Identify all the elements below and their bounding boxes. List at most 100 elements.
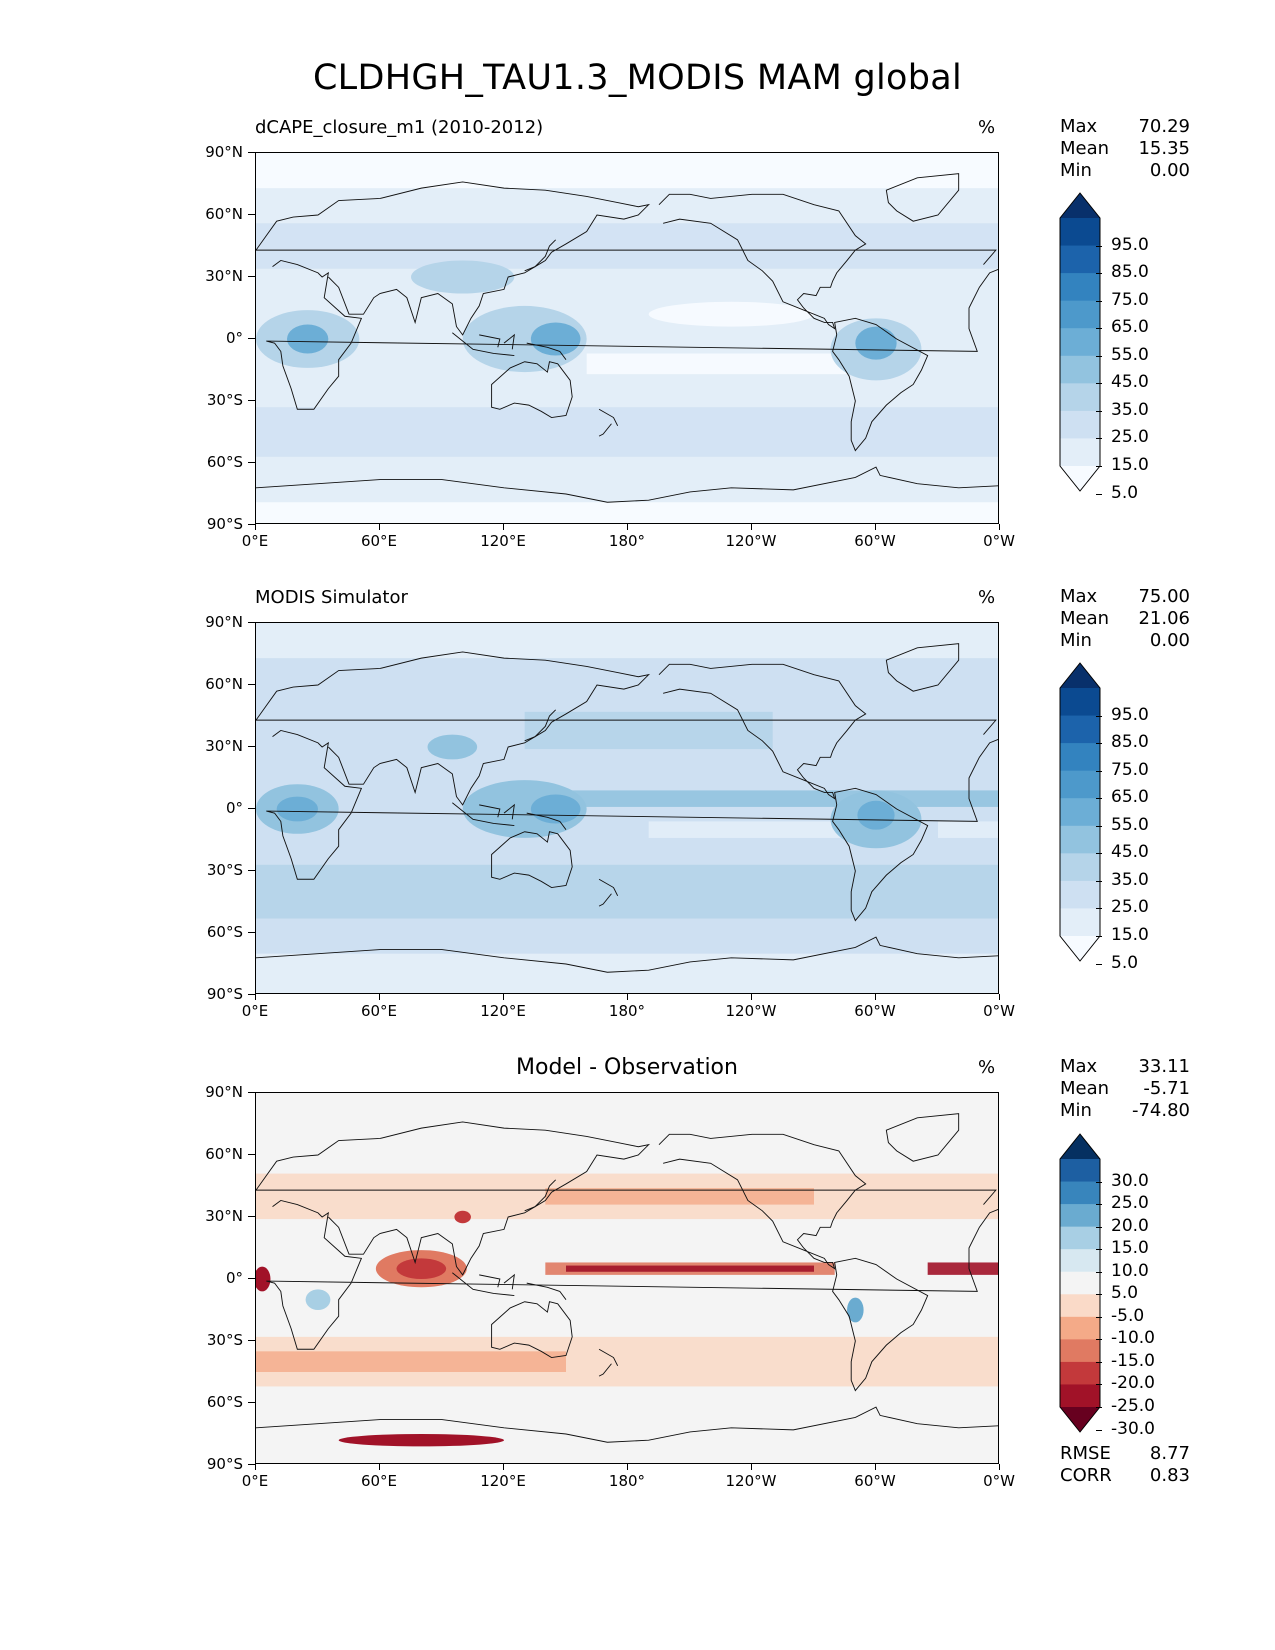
stat-label-mean: Mean: [1060, 1078, 1110, 1099]
field-blob: [338, 1434, 504, 1447]
colorbar-segment: [1060, 438, 1100, 467]
colorbar-tick-label: 85.0: [1111, 262, 1149, 283]
colorbar-tick: [1096, 1429, 1102, 1431]
colorbar-tick: [1096, 355, 1102, 357]
colorbar-segment: [1060, 1294, 1100, 1318]
stat-label-max: Max: [1060, 1056, 1098, 1077]
field-band: [256, 864, 998, 919]
colorbar-segment: [1060, 770, 1100, 799]
stats-block: Max 33.11 Mean -5.71 Min -74.80: [1060, 1056, 1190, 1122]
lon-tick: [627, 1464, 628, 1470]
colorbar-tick-label: 55.0: [1111, 814, 1149, 835]
metric-rmse: 8.77: [1149, 1443, 1190, 1464]
colorbar-segment: [1060, 1204, 1100, 1228]
lon-tick-label: 120°W: [725, 1002, 777, 1020]
lon-tick: [379, 1464, 380, 1470]
lon-tick: [503, 524, 504, 530]
lat-tick-label: 30°S: [206, 861, 243, 879]
lon-tick-label: 0°E: [241, 1472, 269, 1490]
colorbar-tick-label: 10.0: [1111, 1260, 1149, 1281]
colorbar-tick-label: 65.0: [1111, 317, 1149, 338]
colorbar-tick: [1096, 1361, 1102, 1363]
lon-tick-label: 180°: [608, 1472, 646, 1490]
lon-tick: [255, 994, 256, 1000]
coastline: [256, 936, 998, 973]
colorbar-tick: [1096, 715, 1102, 717]
coastline: [452, 802, 567, 830]
map-reference: [255, 622, 999, 994]
lat-tick-label: 0°: [225, 329, 243, 347]
field-blob: [427, 734, 478, 760]
lon-tick-label: 120°E: [480, 1472, 526, 1490]
coastline: [256, 1121, 997, 1276]
colorbar-tick-label: 5.0: [1111, 1283, 1139, 1304]
field-band: [586, 353, 856, 375]
lon-tick: [751, 994, 752, 1000]
colorbar-extend-max: [1060, 1134, 1100, 1159]
lat-tick-label: 60°N: [205, 205, 243, 223]
colorbar-tick-label: 85.0: [1111, 732, 1149, 753]
coastline: [885, 643, 960, 692]
stat-label-mean: Mean: [1060, 138, 1110, 159]
colorbar-tick: [1096, 1249, 1102, 1251]
stat-max: 70.29: [1138, 116, 1190, 137]
coastline: [266, 1199, 998, 1350]
colorbar-segment: [1060, 218, 1100, 247]
field-band: [648, 821, 856, 838]
colorbar-tick-label: -20.0: [1111, 1373, 1155, 1394]
colorbar-segment: [1060, 1226, 1100, 1250]
coastline: [524, 239, 556, 272]
colorbar-tick-label: -5.0: [1111, 1305, 1145, 1326]
colorbar-tick: [1096, 1384, 1102, 1386]
lon-tick-label: 60°E: [360, 1002, 398, 1020]
lat-tick-label: 90°N: [205, 143, 243, 161]
colorbar-tick: [1096, 908, 1102, 910]
lat-tick: [248, 338, 255, 339]
lon-tick: [999, 994, 1000, 1000]
lat-tick: [248, 746, 255, 747]
lon-tick: [999, 524, 1000, 530]
field-blob: [287, 324, 329, 354]
colorbar-tick-label: 95.0: [1111, 704, 1149, 725]
field-band: [927, 1262, 998, 1275]
field-blob: [857, 800, 895, 830]
lon-tick: [255, 524, 256, 530]
coastline: [885, 1113, 960, 1162]
coastline: [491, 831, 573, 889]
colorbar-tick-label: 30.0: [1111, 1170, 1149, 1191]
lat-tick-label: 90°N: [205, 613, 243, 631]
field-blob: [855, 326, 897, 360]
lon-tick: [751, 1464, 752, 1470]
colorbar-tick: [1096, 1226, 1102, 1228]
field-blob: [530, 794, 581, 824]
colorbar-segment: [1060, 1159, 1100, 1183]
lon-tick-label: 0°W: [983, 1002, 1015, 1020]
field-blob: [648, 301, 814, 327]
colorbar-segment: [1060, 1249, 1100, 1273]
metric-label-rmse: RMSE: [1060, 1443, 1111, 1464]
stat-mean: -5.71: [1143, 1078, 1190, 1099]
coastline: [491, 361, 573, 419]
field-band: [256, 623, 998, 659]
lon-tick: [627, 524, 628, 530]
coastline: [598, 878, 619, 907]
coastline: [524, 1179, 556, 1212]
stat-label-min: Min: [1060, 630, 1092, 651]
lat-tick-label: 0°: [225, 799, 243, 817]
stat-label-max: Max: [1060, 116, 1098, 137]
colorbar-tick: [1096, 493, 1102, 495]
lon-tick-label: 60°W: [854, 1472, 896, 1490]
lat-tick: [248, 1340, 255, 1341]
stat-label-max: Max: [1060, 586, 1098, 607]
map-test: [255, 152, 999, 524]
colorbar-tick: [1096, 466, 1102, 467]
lon-tick-label: 60°E: [360, 1472, 398, 1490]
colorbar-segment: [1060, 300, 1100, 329]
units-label: %: [978, 587, 996, 608]
lat-tick-label: 30°S: [206, 391, 243, 409]
coastline: [452, 1272, 567, 1300]
field-blob: [256, 1266, 271, 1292]
lon-tick-label: 0°W: [983, 532, 1015, 550]
units-label: %: [978, 1057, 996, 1078]
lon-tick: [875, 1464, 876, 1470]
